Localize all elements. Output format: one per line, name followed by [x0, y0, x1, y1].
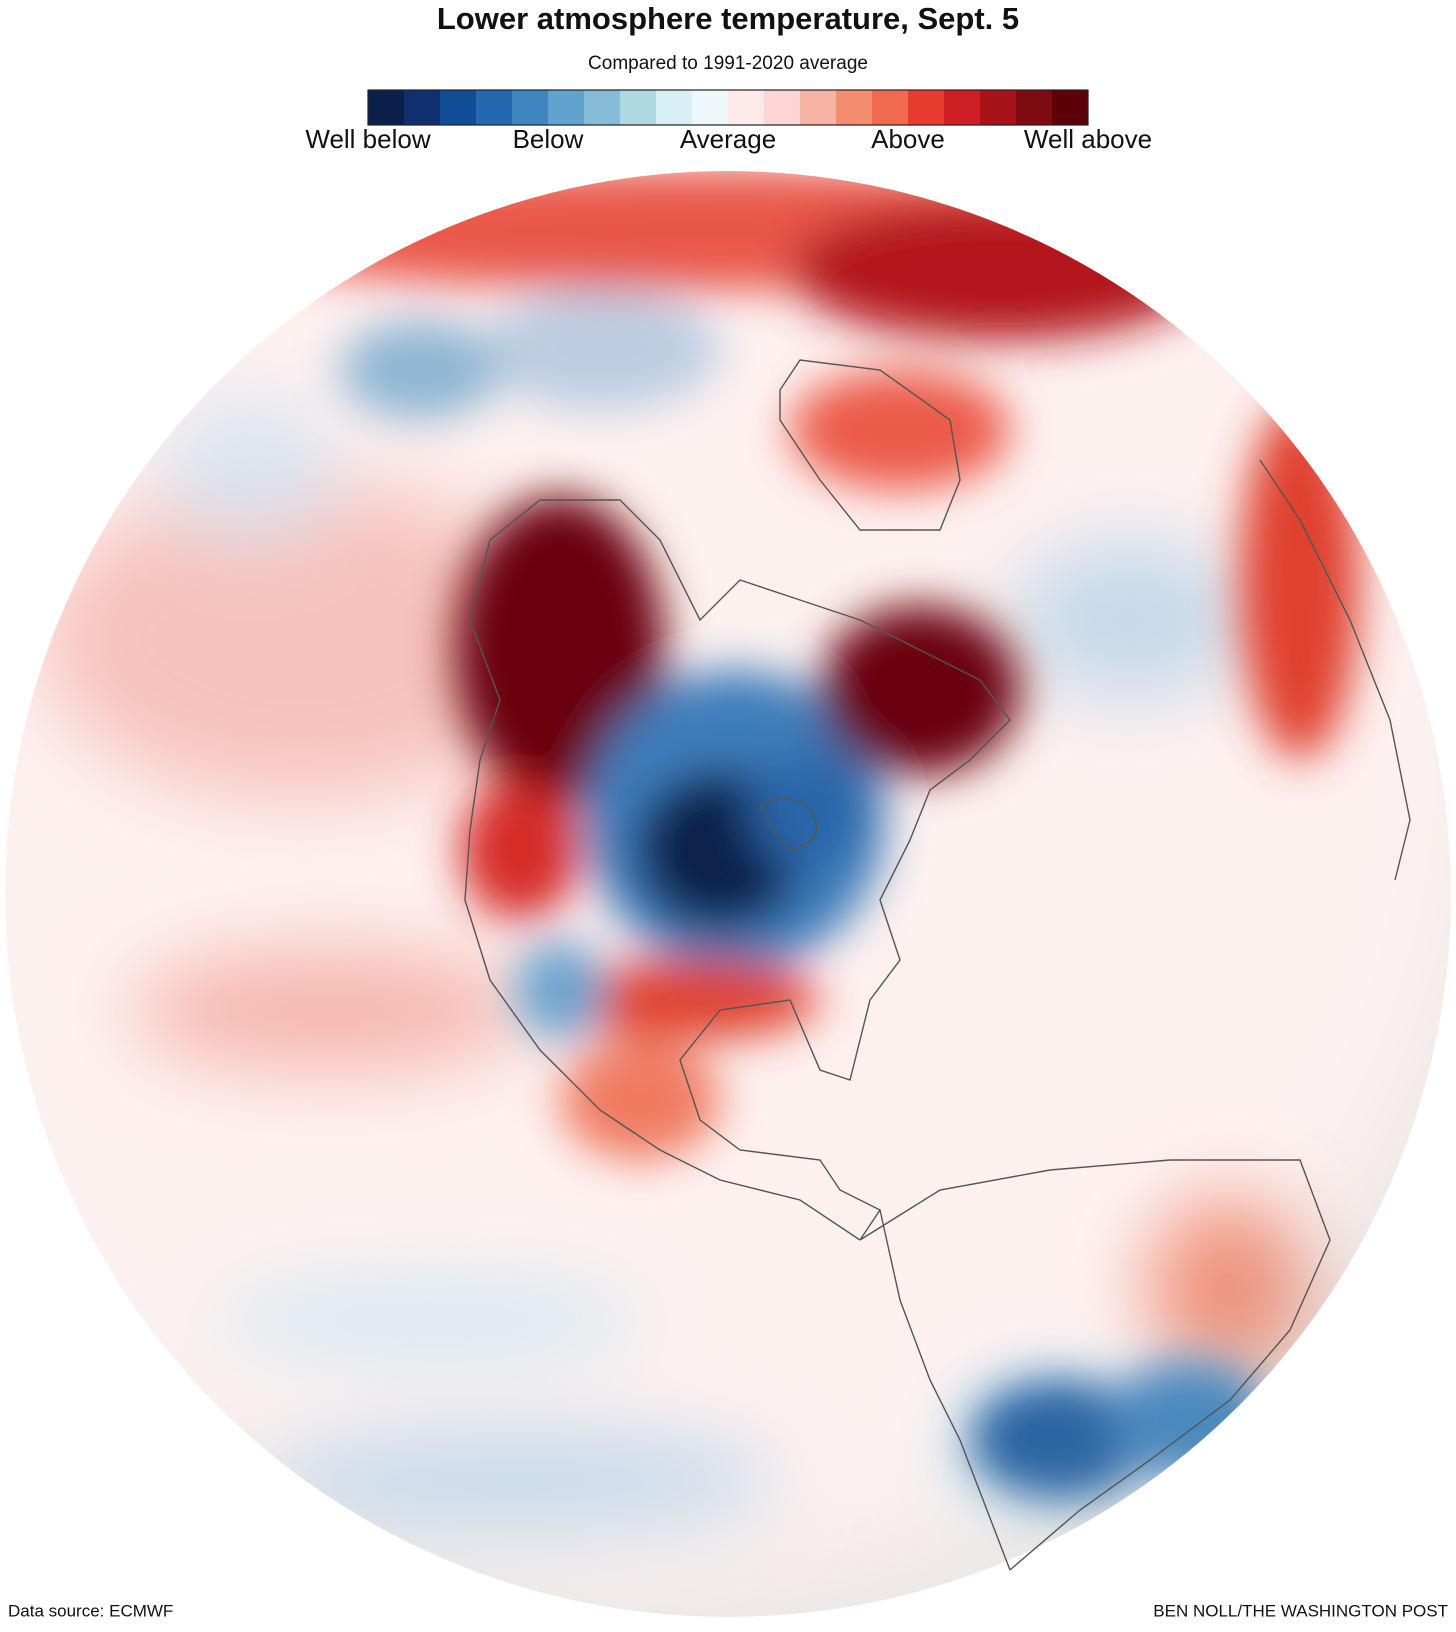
legend-swatch	[548, 90, 585, 125]
legend-swatch	[476, 90, 513, 125]
title: Lower atmosphere temperature, Sept. 5	[437, 1, 1019, 36]
legend-swatch	[728, 90, 765, 125]
legend-swatch	[368, 90, 405, 125]
legend-swatch	[836, 90, 873, 125]
legend-swatch	[692, 90, 729, 125]
legend-label: Average	[680, 124, 776, 154]
legend-swatch	[944, 90, 981, 125]
source: Data source: ECMWF	[8, 1601, 173, 1620]
legend: Well below Below Average Above Well above	[305, 89, 1152, 154]
legend-swatch	[800, 90, 837, 125]
legend-swatch	[512, 90, 549, 125]
legend-swatch	[620, 90, 657, 125]
credit: BEN NOLL/THE WASHINGTON POST	[1153, 1601, 1448, 1620]
legend-swatch	[656, 90, 693, 125]
legend-frame	[367, 89, 1089, 126]
legend-swatch	[764, 90, 801, 125]
legend-swatch	[404, 90, 441, 125]
legend-label: Above	[871, 124, 945, 154]
coastlines	[464, 359, 1411, 1571]
legend-swatch	[584, 90, 621, 125]
subtitle: Compared to 1991-2020 average	[588, 53, 868, 74]
legend-swatch	[440, 90, 477, 125]
legend-swatch	[1016, 90, 1053, 125]
legend-label: Well above	[1024, 124, 1152, 154]
legend-label: Below	[513, 124, 584, 154]
legend-swatch	[980, 90, 1017, 125]
globe	[5, 171, 1451, 1617]
legend-swatch	[908, 90, 945, 125]
legend-label: Well below	[305, 124, 430, 154]
legend-swatch	[1052, 90, 1089, 125]
legend-swatch	[872, 90, 909, 125]
